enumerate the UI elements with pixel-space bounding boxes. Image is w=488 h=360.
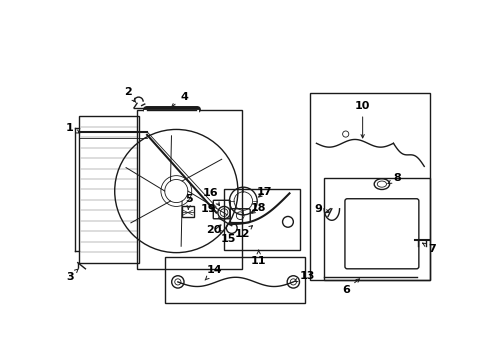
Text: 16: 16 xyxy=(203,188,219,206)
Bar xyxy=(164,257,305,303)
Bar xyxy=(224,189,299,249)
Text: 8: 8 xyxy=(387,173,400,184)
Text: 20: 20 xyxy=(206,225,221,235)
Text: 3: 3 xyxy=(66,269,79,282)
Text: 17: 17 xyxy=(257,187,272,197)
Text: 7: 7 xyxy=(422,243,435,254)
Text: 4: 4 xyxy=(171,92,187,107)
Text: 11: 11 xyxy=(250,250,266,266)
Text: 9: 9 xyxy=(314,204,328,214)
Text: 13: 13 xyxy=(293,271,314,282)
Text: 15: 15 xyxy=(219,230,236,244)
Text: 19: 19 xyxy=(201,204,216,214)
Bar xyxy=(137,110,241,269)
Bar xyxy=(310,93,429,280)
Text: 1: 1 xyxy=(66,123,80,133)
Text: 5: 5 xyxy=(185,194,193,210)
Text: 2: 2 xyxy=(123,87,136,103)
Text: 18: 18 xyxy=(250,203,266,213)
Bar xyxy=(79,116,139,263)
Text: 6: 6 xyxy=(341,279,359,294)
Bar xyxy=(182,206,194,217)
Text: 10: 10 xyxy=(354,101,369,138)
Text: 14: 14 xyxy=(204,265,222,280)
Bar xyxy=(324,178,429,280)
Text: 12: 12 xyxy=(234,226,252,239)
